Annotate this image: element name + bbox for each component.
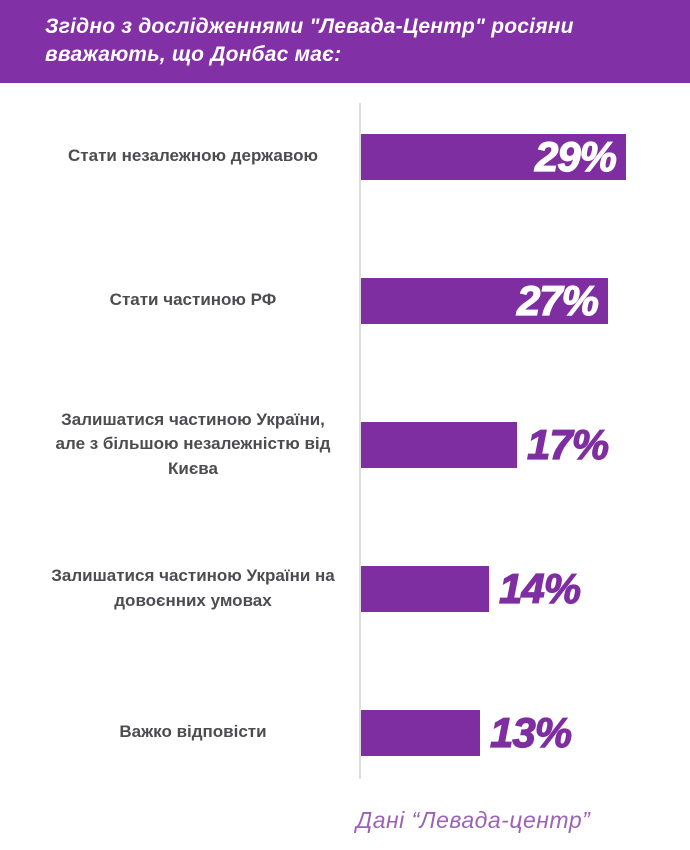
bar: 29% [361, 132, 626, 180]
category-label: Залишатися частиною України на довоєнних… [51, 566, 335, 610]
bar-row: Важко відповісти 13% [0, 661, 690, 805]
category-label: Стати частиною РФ [109, 290, 277, 310]
bar-cell: 17% [361, 373, 690, 517]
bar-cell: 27% [361, 229, 690, 373]
source-attribution: Дані “Левада-центр” [356, 806, 591, 833]
value-label: 13% [489, 708, 572, 756]
value-label: 14% [498, 564, 581, 612]
bar: 17% [361, 421, 610, 468]
header-banner: Згідно з дослідженнями "Левада-Центр" ро… [0, 0, 690, 83]
bar-chart: Стати незалежною державою 29% Стати част… [0, 83, 690, 805]
bar-row: Стати частиною РФ 27% [0, 229, 690, 373]
bar: 13% [361, 709, 573, 756]
category-label: Стати незалежною державою [68, 146, 318, 166]
bar: 27% [361, 276, 608, 324]
axis-line [359, 102, 361, 779]
value-label: 29% [534, 132, 617, 180]
category-label: Залишатися частиною України, але з більш… [55, 409, 331, 478]
bar-cell: 14% [361, 517, 690, 661]
bar-row: Залишатися частиною України на довоєнних… [0, 517, 690, 661]
bar-row: Залишатися частиною України, але з більш… [0, 373, 690, 517]
value-label: 27% [516, 276, 599, 324]
bar-row: Стати незалежною державою 29% [0, 85, 690, 229]
category-label: Важко відповісти [119, 722, 267, 742]
bar-cell: 13% [361, 661, 690, 805]
chart-title: Згідно з дослідженнями "Левада-Центр" ро… [45, 15, 574, 67]
bar-cell: 29% [361, 85, 690, 229]
value-label: 17% [526, 420, 609, 468]
bar: 14% [361, 565, 582, 612]
